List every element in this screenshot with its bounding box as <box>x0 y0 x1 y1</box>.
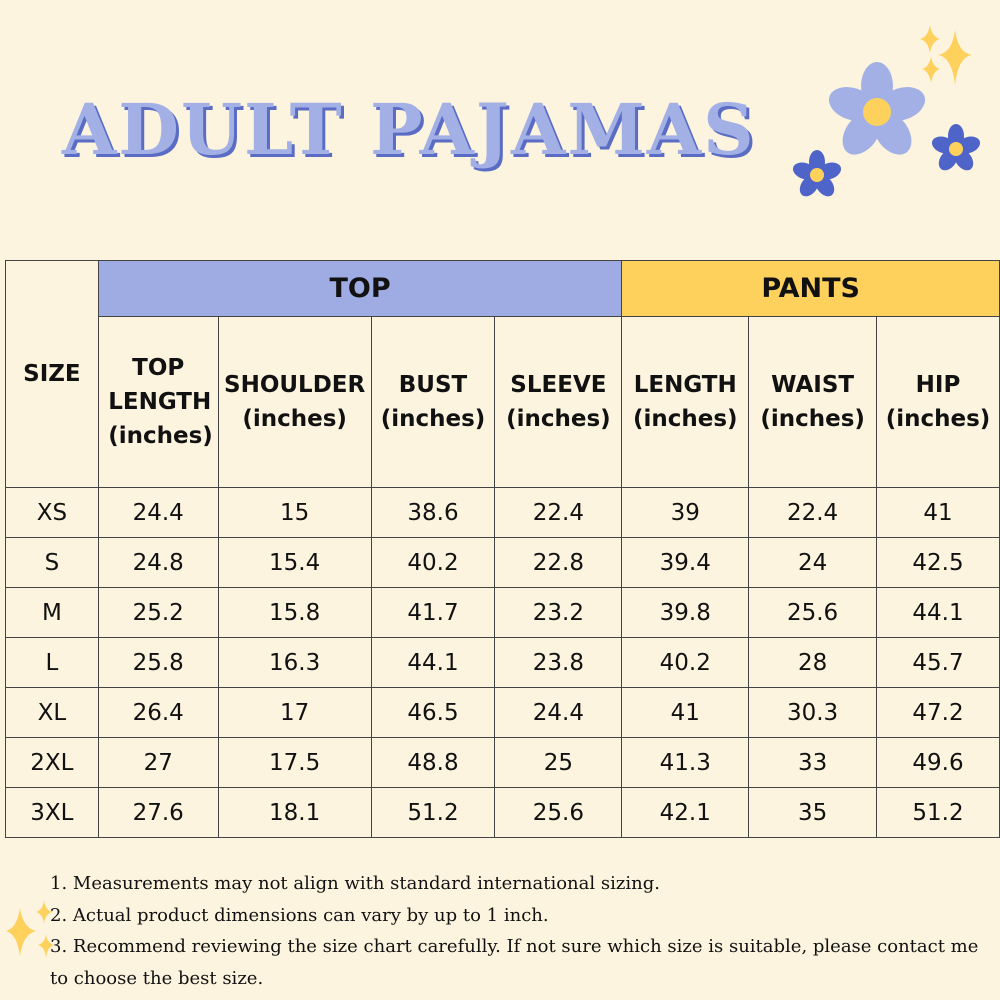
column-unit: (inches) <box>760 406 865 432</box>
measurement-cell: 30.3 <box>748 687 878 738</box>
column-name: TOP <box>132 355 185 381</box>
column-name: LENGTH <box>633 372 737 398</box>
measurement-cell: 46.5 <box>370 687 496 738</box>
column-unit: (inches) <box>380 406 486 432</box>
measurement-cell: 23.2 <box>494 587 623 638</box>
size-cell: XL <box>5 687 99 738</box>
measurement-cell: 38.6 <box>370 487 496 538</box>
column-unit: (inches) <box>242 406 347 432</box>
column-header: TOP LENGTH (inches) <box>97 316 219 488</box>
measurement-cell: 22.4 <box>494 487 623 538</box>
column-unit: (inches) <box>632 406 738 432</box>
measurement-cell: 39.8 <box>621 587 750 638</box>
column-header: SHOULDER (inches) <box>217 316 372 488</box>
flower-icon <box>931 124 981 171</box>
flower-icon <box>792 150 842 197</box>
size-cell: M <box>5 587 99 638</box>
column-name: HIP <box>915 372 961 398</box>
flowers-sparkles-decoration <box>792 25 981 197</box>
pants-group-header: PANTS <box>621 260 1000 317</box>
measurement-cell: 17.5 <box>217 737 372 788</box>
size-header: SIZE <box>5 260 99 488</box>
notes-list: 1. Measurements may not align with stand… <box>50 868 1000 994</box>
column-name: SHOULDER <box>224 372 366 398</box>
measurement-cell: 47.2 <box>876 687 1000 738</box>
size-cell: 2XL <box>5 737 99 788</box>
measurement-cell: 15.4 <box>217 537 372 588</box>
column-header: SLEEVE (inches) <box>494 316 623 488</box>
measurement-cell: 22.8 <box>494 537 623 588</box>
table-row: 3XL 27.6 18.1 51.2 25.6 42.1 35 51.2 <box>5 787 1000 838</box>
size-cell: S <box>5 537 99 588</box>
column-header: WAIST (inches) <box>748 316 878 488</box>
column-name: SLEEVE <box>510 372 607 398</box>
measurement-cell: 25.8 <box>97 637 219 688</box>
measurement-cell: 22.4 <box>748 487 878 538</box>
page-title: ADULT PAJAMAS <box>62 88 756 171</box>
measurement-cell: 41 <box>621 687 750 738</box>
column-unit: (inches) <box>885 406 991 432</box>
measurement-cell: 44.1 <box>370 637 496 688</box>
column-name: WAIST <box>771 372 855 398</box>
size-cell: L <box>5 637 99 688</box>
measurement-cell: 48.8 <box>370 737 496 788</box>
column-header: HIP (inches) <box>876 316 1000 488</box>
measurement-cell: 40.2 <box>621 637 750 688</box>
measurement-cell: 26.4 <box>97 687 219 738</box>
measurement-cell: 25.2 <box>97 587 219 638</box>
measurement-cell: 15 <box>217 487 372 538</box>
size-chart-table: SIZE TOP PANTS TOP LENGTH (inches) SHOULDE… <box>5 260 1000 838</box>
measurement-cell: 41.7 <box>370 587 496 638</box>
measurement-cell: 25 <box>494 737 623 788</box>
table-row: 2XL 27 17.5 48.8 25 41.3 33 49.6 <box>5 737 1000 788</box>
measurement-cell: 24.4 <box>97 487 219 538</box>
measurement-cell: 24.8 <box>97 537 219 588</box>
measurement-cell: 42.1 <box>621 787 750 838</box>
measurement-cell: 42.5 <box>876 537 1000 588</box>
measurement-cell: 39.4 <box>621 537 750 588</box>
measurement-cell: 27.6 <box>97 787 219 838</box>
table-row: XL 26.4 17 46.5 24.4 41 30.3 47.2 <box>5 687 1000 738</box>
measurement-cell: 39 <box>621 487 750 538</box>
measurement-cell: 44.1 <box>876 587 1000 638</box>
measurement-cell: 16.3 <box>217 637 372 688</box>
note-item: 1. Measurements may not align with stand… <box>50 873 660 894</box>
sparkle-icon <box>920 25 972 85</box>
measurement-cell: 23.8 <box>494 637 623 688</box>
measurement-cell: 45.7 <box>876 637 1000 688</box>
measurement-cell: 17 <box>217 687 372 738</box>
sparkle-icon <box>6 900 54 958</box>
measurement-cell: 28 <box>748 637 878 688</box>
note-item: 3. Recommend reviewing the size chart ca… <box>50 936 979 989</box>
measurement-cell: 24 <box>748 537 878 588</box>
measurement-cell: 33 <box>748 737 878 788</box>
table-row: XS 24.4 15 38.6 22.4 39 22.4 41 <box>5 487 1000 538</box>
measurement-cell: 25.6 <box>748 587 878 638</box>
column-name: BUST <box>398 372 468 398</box>
column-header: BUST (inches) <box>370 316 496 488</box>
measurement-cell: 51.2 <box>370 787 496 838</box>
note-item: 2. Actual product dimensions can vary by… <box>50 904 549 926</box>
column-unit: LENGTH (inches) <box>108 389 213 449</box>
column-header: LENGTH (inches) <box>621 316 750 488</box>
measurement-cell: 51.2 <box>876 787 1000 838</box>
size-cell: 3XL <box>5 787 99 838</box>
measurement-cell: 41.3 <box>621 737 750 788</box>
top-group-header: TOP <box>97 260 623 317</box>
measurement-cell: 41 <box>876 487 1000 538</box>
size-cell: XS <box>5 487 99 538</box>
table-row: S 24.8 15.4 40.2 22.8 39.4 24 42.5 <box>5 537 1000 588</box>
measurement-cell: 15.8 <box>217 587 372 638</box>
table-row: M 25.2 15.8 41.7 23.2 39.8 25.6 44.1 <box>5 587 1000 638</box>
measurement-cell: 18.1 <box>217 787 372 838</box>
measurement-cell: 25.6 <box>494 787 623 838</box>
measurement-cell: 40.2 <box>370 537 496 588</box>
measurement-cell: 27 <box>97 737 219 788</box>
measurement-cell: 35 <box>748 787 878 838</box>
flower-icon <box>828 62 926 155</box>
measurement-cell: 49.6 <box>876 737 1000 788</box>
column-unit: (inches) <box>506 406 611 432</box>
measurement-cell: 24.4 <box>494 687 623 738</box>
table-row: L 25.8 16.3 44.1 23.8 40.2 28 45.7 <box>5 637 1000 688</box>
